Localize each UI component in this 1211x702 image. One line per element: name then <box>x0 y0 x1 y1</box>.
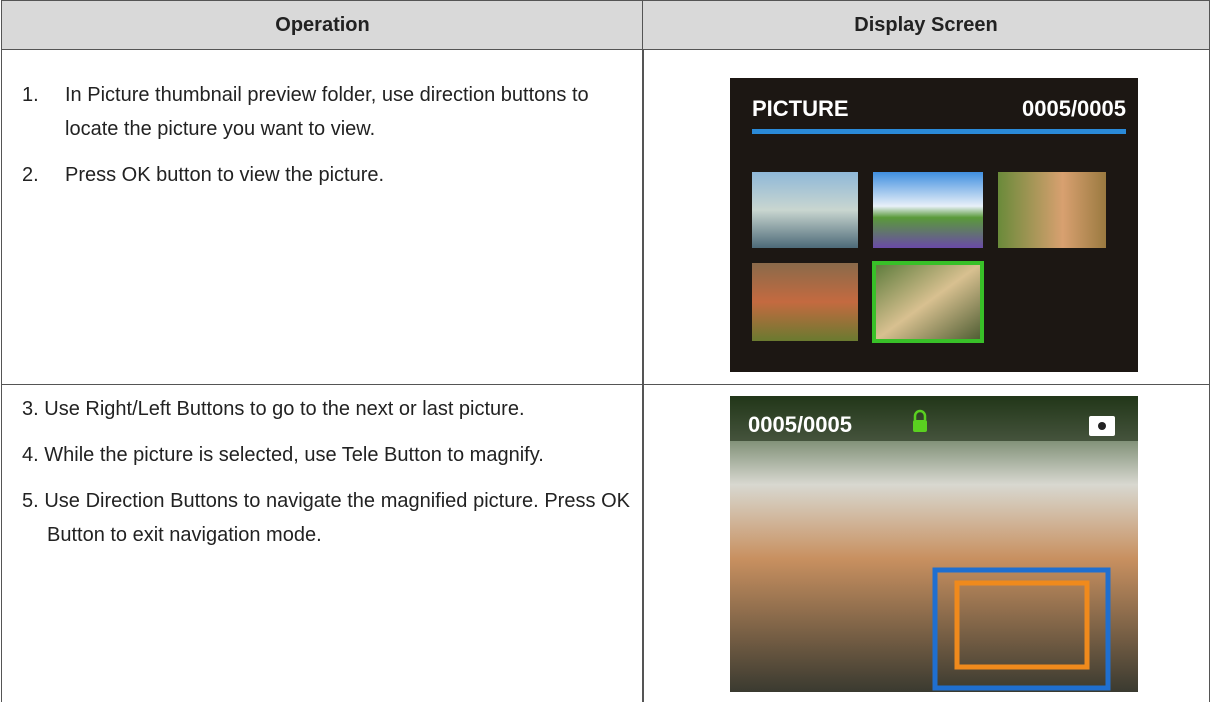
camera-lens <box>1098 422 1106 430</box>
thumbnail <box>752 263 858 341</box>
thumbnail <box>873 172 983 248</box>
step-number: 3. <box>22 398 39 420</box>
step-list: 3. Use Right/Left Buttons to go to the n… <box>22 392 630 564</box>
step-text: In Picture thumbnail preview folder, use… <box>65 84 589 140</box>
step: 5. Use Direction Buttons to navigate the… <box>22 484 630 552</box>
lock-shackle <box>913 409 927 420</box>
header: Display Screen <box>854 13 998 36</box>
step-text: Use Direction Buttons to navigate the ma… <box>44 490 630 546</box>
zoom-frame <box>932 567 1111 691</box>
cell <box>642 50 1210 385</box>
thumbnail <box>998 172 1106 248</box>
step-number: 4. <box>22 444 39 466</box>
cell <box>1 384 644 702</box>
step-text: Use Right/Left Buttons to go to the next… <box>44 398 525 420</box>
thumbnail-selected <box>872 261 984 343</box>
cell <box>1 50 644 385</box>
step: 4. While the picture is selected, use Te… <box>22 438 630 472</box>
step-text: Press OK button to view the picture. <box>65 164 385 186</box>
step: 3. Use Right/Left Buttons to go to the n… <box>22 392 630 426</box>
screen-counter: 0005/0005 <box>748 412 852 437</box>
step: 1. In Picture thumbnail preview folder, u… <box>22 78 630 146</box>
header-cell: Operation <box>1 0 644 50</box>
thumbnail <box>752 172 858 248</box>
screen-counter: 0005/0005 <box>1022 96 1126 121</box>
header: Operation <box>275 13 370 36</box>
step-number: 5. <box>22 490 39 512</box>
header-cell: Display Screen <box>642 0 1210 50</box>
cell <box>642 384 1210 702</box>
step-text: While the picture is selected, use Tele … <box>44 444 544 466</box>
title-bar <box>752 129 1126 134</box>
screen-top <box>730 396 1138 441</box>
screen-title: PICTURE <box>752 96 849 121</box>
lock-icon <box>913 420 927 432</box>
view-frame <box>954 580 1090 670</box>
step: 2. Press OK button to view the picture. <box>22 158 630 192</box>
step-list: 1. In Picture thumbnail preview folder, u… <box>22 78 630 204</box>
step-number: 2. <box>22 164 39 186</box>
step-number: 1. <box>22 84 39 106</box>
